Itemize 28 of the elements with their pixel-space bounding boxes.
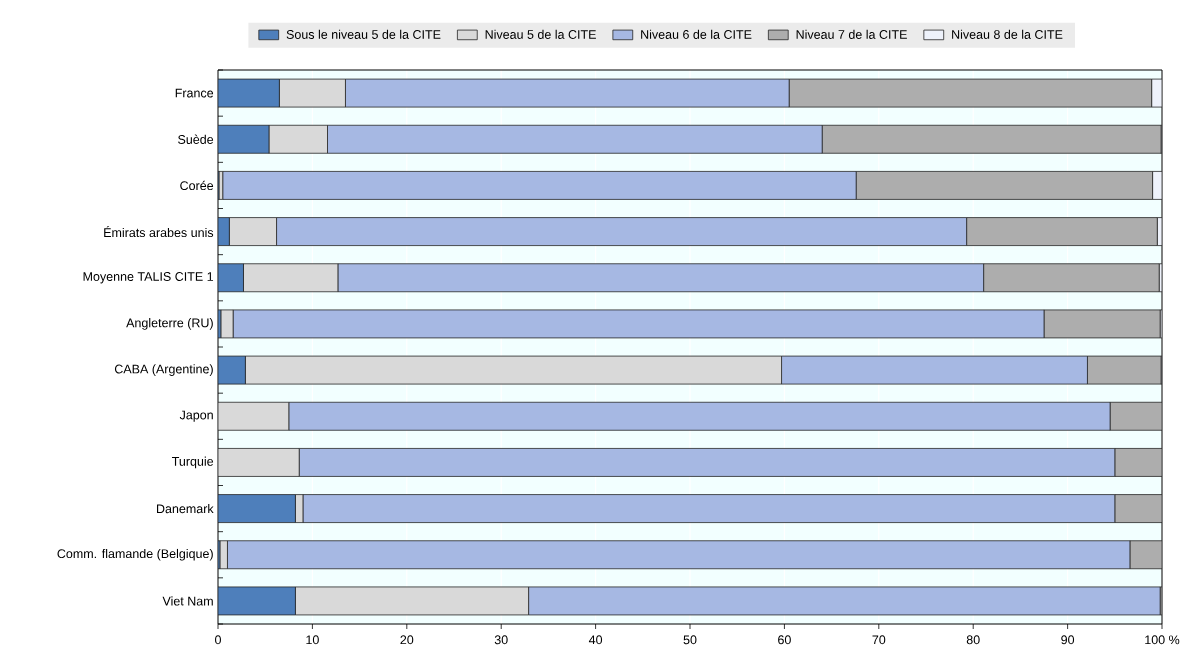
x-tick-label: 90 xyxy=(1061,635,1075,645)
x-tick-label: 10 xyxy=(306,635,319,645)
y-tick-label: France xyxy=(175,88,214,98)
x-tick-label: 100 % xyxy=(1145,635,1180,645)
y-tick-label: Comm. flamande (Belgique) xyxy=(57,548,213,561)
x-tick-label: 80 xyxy=(966,635,980,645)
x-tick-label: 60 xyxy=(778,635,791,645)
y-tick-label: Viet Nam xyxy=(162,596,213,606)
y-tick-label: Suède xyxy=(178,134,214,144)
legend-label: Niveau 7 de la CITE xyxy=(796,29,907,39)
y-tick-label: Angleterre (RU) xyxy=(126,318,213,330)
x-tick-label: 0 xyxy=(215,635,221,645)
x-tick-label: 30 xyxy=(494,635,508,645)
y-tick-label: Émirats arabes unis xyxy=(104,226,214,238)
legend-label: Niveau 8 de la CITE xyxy=(952,29,1063,39)
legend-label: Sous le niveau 5 de la CITE xyxy=(286,29,441,39)
y-tick-label: CABA (Argentine) xyxy=(114,364,213,376)
x-tick-label: 70 xyxy=(872,635,886,645)
y-tick-label: Turquie xyxy=(172,456,214,469)
y-tick-label: Japon xyxy=(179,410,213,422)
legend-label: Niveau 6 de la CITE xyxy=(641,29,752,39)
x-tick-label: 20 xyxy=(400,635,414,645)
y-tick-label: Moyenne TALIS CITE 1 xyxy=(83,272,214,284)
x-tick-label: 50 xyxy=(683,635,697,645)
x-tick-label: 40 xyxy=(588,635,603,645)
y-tick-label: Corée xyxy=(180,180,214,191)
y-tick-label: Danemark xyxy=(157,503,214,514)
legend-label: Niveau 5 de la CITE xyxy=(485,29,596,39)
